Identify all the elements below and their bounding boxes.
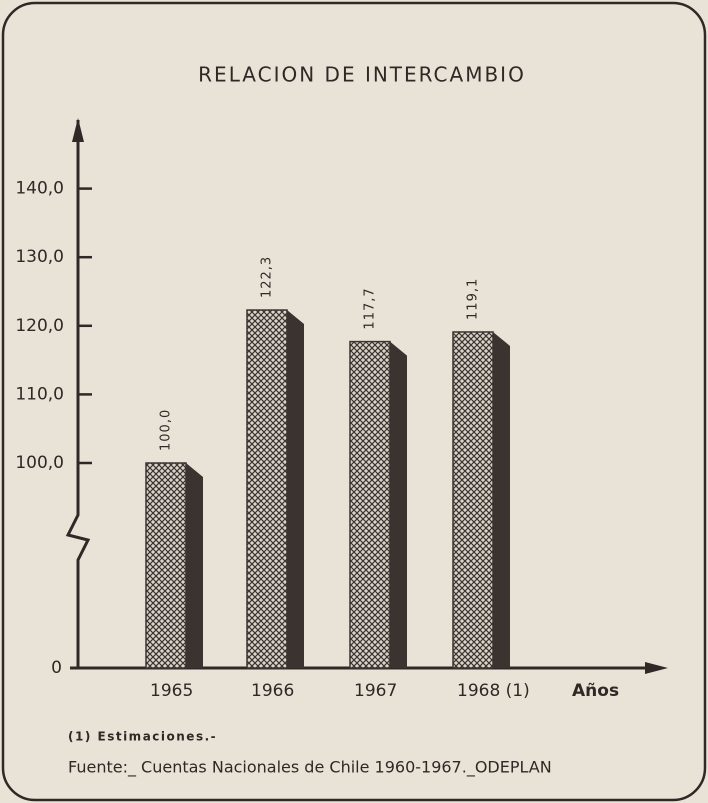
y-tick-label: 130,0 — [15, 247, 64, 267]
chart-title: RELACION DE INTERCAMBIO — [198, 63, 526, 87]
x-tick-label: 1965 — [150, 681, 193, 701]
bar-shadow — [186, 463, 203, 668]
y-tick-label: 0 — [51, 658, 62, 678]
value-label: 122,3 — [260, 256, 275, 298]
bar-shadow — [287, 310, 304, 668]
y-tick-label: 100,0 — [15, 453, 64, 473]
x-tick-label: 1967 — [354, 681, 397, 701]
x-tick-label: 1968 (1) — [457, 681, 530, 701]
y-tick-label: 140,0 — [15, 179, 64, 199]
bar-shadow — [493, 331, 510, 668]
bar — [349, 340, 391, 669]
y-axis-arrow — [72, 118, 84, 142]
footnote: (1) Estimaciones.- — [68, 730, 217, 744]
x-axis-label: Años — [572, 681, 619, 701]
bar-shadow — [390, 341, 407, 668]
value-label: 117,7 — [363, 287, 378, 329]
value-label: 100,0 — [159, 409, 174, 451]
y-axis — [65, 120, 91, 668]
source: Fuente:_ Cuentas Nacionales de Chile 196… — [68, 758, 552, 778]
bar — [145, 462, 187, 669]
y-tick-label: 120,0 — [15, 316, 64, 336]
x-tick-label: 1966 — [251, 681, 294, 701]
x-axis-arrow — [645, 662, 668, 674]
bar — [246, 309, 288, 669]
y-tick-label: 110,0 — [15, 384, 64, 404]
value-label: 119,1 — [466, 278, 481, 320]
bar — [452, 331, 494, 669]
